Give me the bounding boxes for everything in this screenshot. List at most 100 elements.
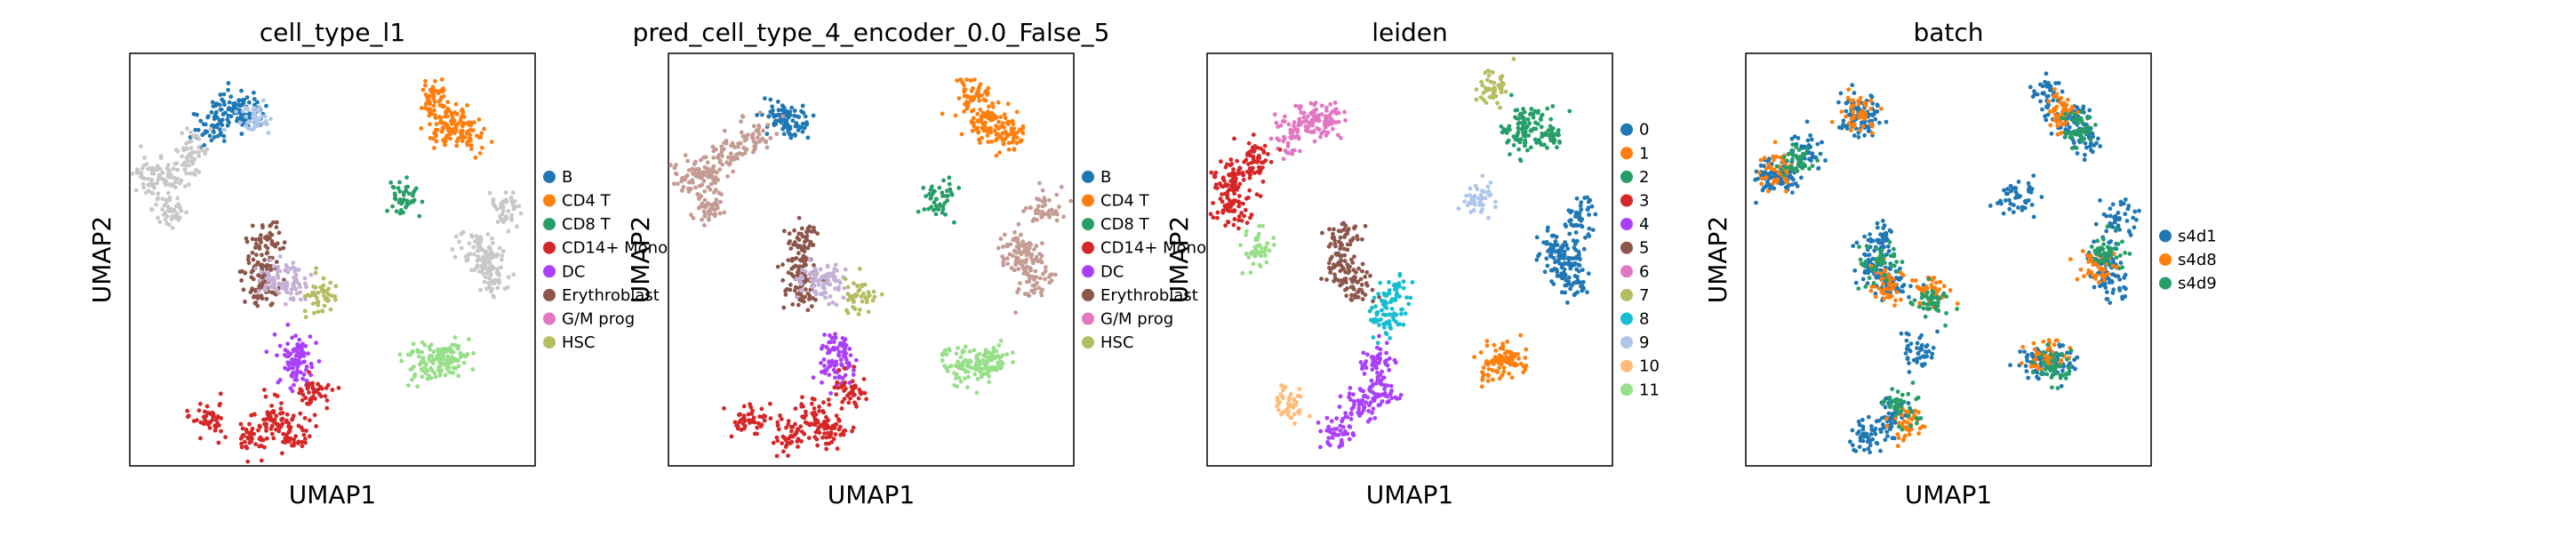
scatter-point bbox=[754, 128, 759, 133]
scatter-point bbox=[1001, 244, 1005, 249]
scatter-point bbox=[464, 258, 469, 263]
scatter-point bbox=[288, 437, 292, 441]
scatter-point bbox=[779, 117, 784, 123]
scatter-point bbox=[219, 131, 223, 135]
scatter-point bbox=[802, 244, 806, 249]
scatter-point bbox=[277, 343, 283, 349]
scatter-point bbox=[308, 272, 314, 277]
scatter-point bbox=[450, 355, 454, 359]
scatter-point bbox=[1875, 102, 1880, 108]
scatter-point bbox=[953, 363, 958, 368]
scatter-point bbox=[1338, 235, 1343, 240]
scatter-point bbox=[781, 107, 787, 112]
scatter-point bbox=[292, 275, 296, 280]
scatter-point bbox=[1023, 268, 1028, 273]
scatter-point bbox=[1521, 370, 1526, 375]
scatter-point bbox=[243, 270, 248, 276]
legend-label: 11 bbox=[1639, 381, 1660, 399]
scatter-point bbox=[446, 125, 451, 131]
scatter-point bbox=[1356, 266, 1361, 271]
scatter-point bbox=[2083, 140, 2088, 146]
scatter-point bbox=[1388, 335, 1392, 341]
scatter-point bbox=[312, 310, 316, 316]
scatter-point bbox=[1566, 279, 1572, 285]
scatter-point bbox=[1508, 362, 1513, 367]
scatter-point bbox=[196, 154, 202, 159]
scatter-point bbox=[274, 260, 279, 264]
scatter-point bbox=[187, 140, 192, 145]
scatter-point bbox=[812, 410, 817, 415]
legend-label: DC bbox=[1100, 262, 1124, 281]
scatter-point bbox=[1366, 408, 1372, 413]
scatter-point bbox=[1225, 162, 1229, 167]
scatter-point bbox=[1220, 192, 1224, 197]
scatter-point bbox=[1875, 237, 1880, 243]
scatter-point bbox=[490, 254, 495, 259]
scatter-point bbox=[1280, 118, 1285, 124]
scatter-point bbox=[786, 270, 791, 276]
scatter-point bbox=[1275, 404, 1279, 409]
scatter-point bbox=[428, 88, 433, 93]
scatter-point bbox=[833, 332, 837, 337]
scatter-point bbox=[433, 113, 437, 117]
scatter-point bbox=[1286, 122, 1292, 127]
scatter-point bbox=[1486, 191, 1491, 196]
scatter-point bbox=[1220, 199, 1225, 204]
scatter-point bbox=[793, 132, 797, 137]
scatter-point bbox=[775, 438, 780, 444]
scatter-point bbox=[2038, 82, 2043, 87]
scatter-point bbox=[1804, 119, 1810, 124]
scatter-point bbox=[499, 265, 503, 270]
scatter-point bbox=[1282, 385, 1286, 390]
scatter-point bbox=[1258, 168, 1262, 172]
scatter-point bbox=[867, 293, 872, 298]
scatter-point bbox=[722, 405, 726, 411]
scatter-point bbox=[296, 439, 301, 445]
scatter-point bbox=[1371, 406, 1376, 412]
scatter-point bbox=[1388, 383, 1394, 389]
scatter-point bbox=[1327, 113, 1332, 118]
scatter-point bbox=[1360, 297, 1365, 301]
legend-label: 8 bbox=[1639, 310, 1649, 329]
scatter-point bbox=[827, 425, 832, 430]
scatter-point bbox=[1497, 376, 1502, 381]
scatter-point bbox=[1359, 282, 1364, 287]
scatter-point bbox=[740, 114, 746, 119]
scatter-point bbox=[1568, 286, 1572, 292]
scatter-point bbox=[1518, 158, 1524, 164]
scatter-point bbox=[764, 140, 768, 145]
scatter-point bbox=[501, 220, 506, 225]
scatter-point bbox=[1019, 128, 1023, 133]
scatter-point bbox=[284, 262, 289, 268]
scatter-point bbox=[204, 147, 210, 152]
scatter-point bbox=[1875, 109, 1880, 114]
scatter-point bbox=[1334, 427, 1340, 431]
scatter-point bbox=[296, 423, 301, 429]
scatter-point bbox=[302, 415, 308, 421]
scatter-point bbox=[1371, 335, 1376, 340]
scatter-point bbox=[260, 264, 265, 268]
scatter-point bbox=[1025, 279, 1029, 285]
scatter-point bbox=[415, 384, 420, 389]
scatter-point bbox=[290, 374, 294, 379]
scatter-point bbox=[933, 196, 939, 202]
scatter-point bbox=[786, 126, 790, 132]
scatter-point bbox=[217, 102, 222, 108]
scatter-point bbox=[815, 231, 820, 236]
scatter-point bbox=[1013, 310, 1018, 315]
scatter-point bbox=[257, 285, 262, 289]
scatter-point bbox=[1860, 277, 1866, 282]
scatter-point bbox=[1289, 129, 1294, 134]
scatter-point bbox=[1004, 132, 1010, 138]
scatter-point bbox=[287, 365, 292, 371]
scatter-point bbox=[303, 281, 308, 286]
scatter-point bbox=[832, 277, 837, 282]
scatter-point bbox=[820, 285, 826, 291]
scatter-point bbox=[1352, 225, 1356, 230]
scatter-point bbox=[1304, 118, 1308, 124]
scatter-point bbox=[244, 445, 250, 451]
scatter-point bbox=[787, 241, 791, 246]
scatter-point bbox=[827, 365, 831, 369]
scatter-point bbox=[167, 197, 172, 203]
